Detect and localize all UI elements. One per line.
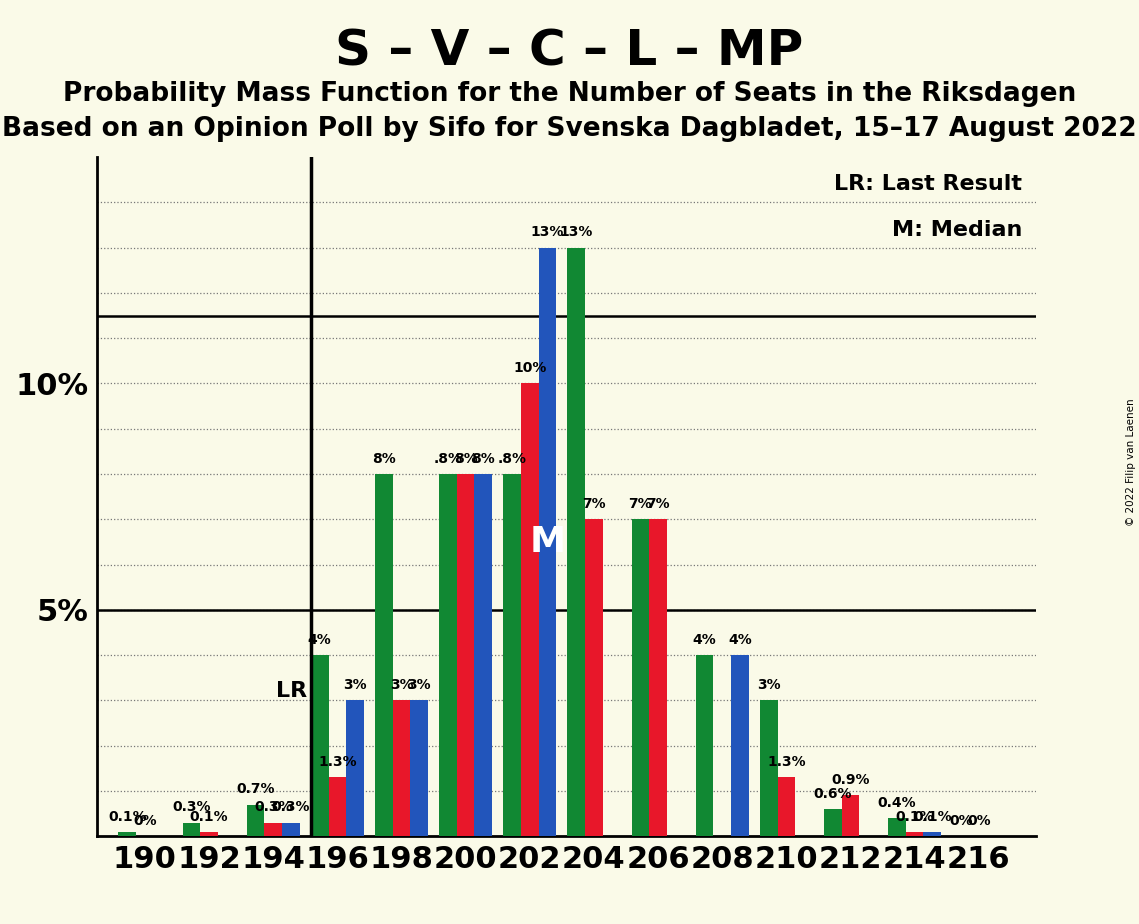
Bar bbox=[440, 474, 457, 836]
Bar bbox=[924, 832, 941, 836]
Text: LR: Last Result: LR: Last Result bbox=[835, 174, 1023, 194]
Bar bbox=[475, 474, 492, 836]
Bar bbox=[842, 796, 859, 836]
Bar bbox=[539, 248, 556, 836]
Text: 1.3%: 1.3% bbox=[767, 755, 805, 769]
Text: 4%: 4% bbox=[728, 633, 752, 647]
Text: 0.1%: 0.1% bbox=[895, 809, 934, 823]
Bar bbox=[264, 822, 282, 836]
Text: 0%: 0% bbox=[949, 814, 973, 828]
Text: 3%: 3% bbox=[343, 678, 367, 692]
Bar bbox=[731, 655, 748, 836]
Text: 3%: 3% bbox=[390, 678, 413, 692]
Text: 10%: 10% bbox=[513, 361, 547, 375]
Bar bbox=[906, 832, 924, 836]
Text: 7%: 7% bbox=[582, 497, 606, 511]
Text: 13%: 13% bbox=[559, 225, 593, 239]
Bar bbox=[311, 655, 328, 836]
Text: 0.3%: 0.3% bbox=[271, 800, 310, 814]
Bar bbox=[410, 700, 428, 836]
Bar bbox=[823, 809, 842, 836]
Text: 0.9%: 0.9% bbox=[831, 773, 870, 787]
Text: 4%: 4% bbox=[308, 633, 331, 647]
Bar bbox=[457, 474, 475, 836]
Text: 0.1%: 0.1% bbox=[190, 809, 229, 823]
Text: .8%: .8% bbox=[434, 452, 462, 466]
Text: 8%: 8% bbox=[372, 452, 395, 466]
Bar bbox=[282, 822, 300, 836]
Text: Based on an Opinion Poll by Sifo for Svenska Dagbladet, 15–17 August 2022: Based on an Opinion Poll by Sifo for Sve… bbox=[2, 116, 1137, 142]
Bar bbox=[778, 777, 795, 836]
Text: 0.3%: 0.3% bbox=[254, 800, 293, 814]
Text: 8%: 8% bbox=[472, 452, 495, 466]
Text: 3%: 3% bbox=[757, 678, 780, 692]
Text: LR: LR bbox=[276, 681, 308, 701]
Text: 8%: 8% bbox=[453, 452, 477, 466]
Text: 1.3%: 1.3% bbox=[318, 755, 357, 769]
Text: S – V – C – L – MP: S – V – C – L – MP bbox=[335, 28, 804, 76]
Text: 0.7%: 0.7% bbox=[236, 783, 274, 796]
Bar bbox=[375, 474, 393, 836]
Bar bbox=[696, 655, 713, 836]
Bar bbox=[118, 832, 136, 836]
Bar bbox=[649, 519, 666, 836]
Bar bbox=[247, 805, 264, 836]
Text: 7%: 7% bbox=[646, 497, 670, 511]
Bar bbox=[632, 519, 649, 836]
Text: © 2022 Filip van Laenen: © 2022 Filip van Laenen bbox=[1126, 398, 1136, 526]
Text: 0.6%: 0.6% bbox=[813, 787, 852, 801]
Text: 4%: 4% bbox=[693, 633, 716, 647]
Text: 0%: 0% bbox=[133, 814, 157, 828]
Bar bbox=[888, 818, 906, 836]
Bar bbox=[760, 700, 778, 836]
Text: 3%: 3% bbox=[408, 678, 431, 692]
Text: 7%: 7% bbox=[629, 497, 653, 511]
Text: 0.4%: 0.4% bbox=[878, 796, 916, 810]
Bar bbox=[182, 822, 200, 836]
Text: 0.1%: 0.1% bbox=[108, 809, 147, 823]
Bar bbox=[585, 519, 603, 836]
Bar bbox=[328, 777, 346, 836]
Bar bbox=[200, 832, 218, 836]
Text: 13%: 13% bbox=[531, 225, 564, 239]
Text: 0%: 0% bbox=[967, 814, 991, 828]
Bar bbox=[393, 700, 410, 836]
Bar bbox=[346, 700, 363, 836]
Bar bbox=[503, 474, 521, 836]
Text: M: M bbox=[530, 525, 565, 559]
Text: 0.1%: 0.1% bbox=[913, 809, 951, 823]
Text: Probability Mass Function for the Number of Seats in the Riksdagen: Probability Mass Function for the Number… bbox=[63, 81, 1076, 107]
Bar bbox=[521, 383, 539, 836]
Text: .8%: .8% bbox=[498, 452, 526, 466]
Bar bbox=[567, 248, 585, 836]
Text: 0.3%: 0.3% bbox=[172, 800, 211, 814]
Text: M: Median: M: Median bbox=[892, 220, 1023, 239]
